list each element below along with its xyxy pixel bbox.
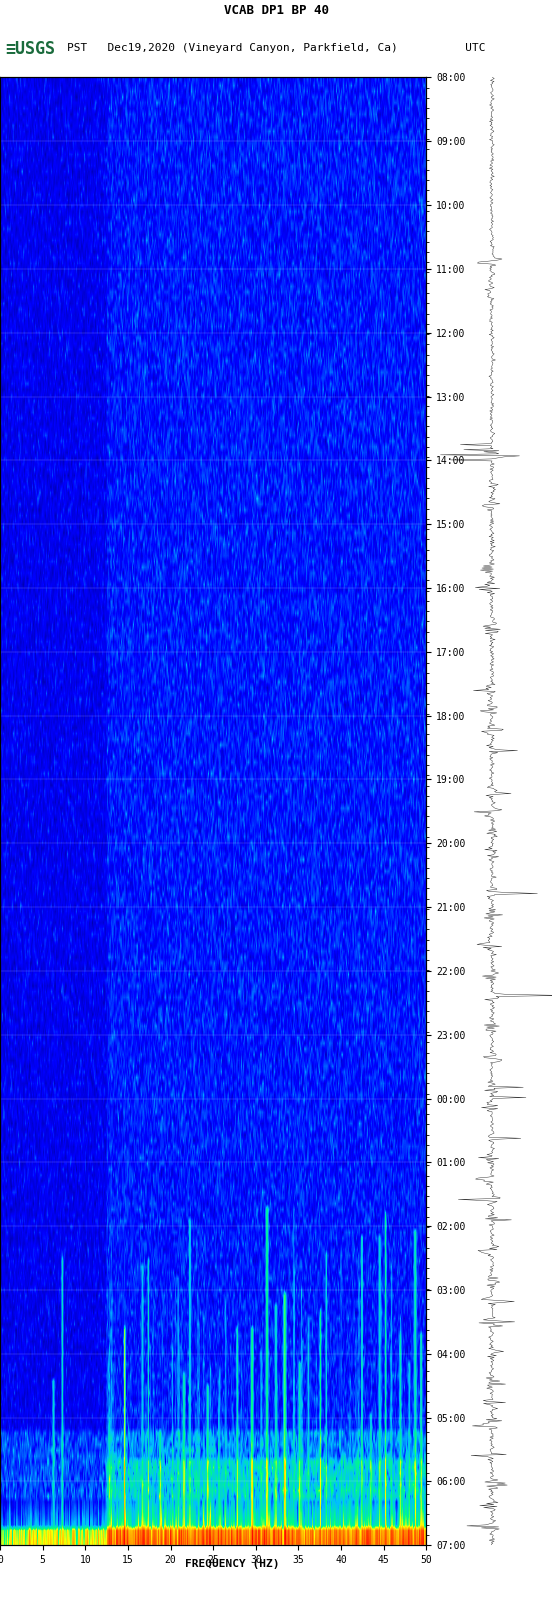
Text: FREQUENCY (HZ): FREQUENCY (HZ) xyxy=(184,1558,279,1569)
Text: ≡USGS: ≡USGS xyxy=(6,40,56,58)
Text: VCAB DP1 BP 40: VCAB DP1 BP 40 xyxy=(224,3,328,16)
Text: PST   Dec19,2020 (Vineyard Canyon, Parkfield, Ca)          UTC: PST Dec19,2020 (Vineyard Canyon, Parkfie… xyxy=(67,42,485,53)
